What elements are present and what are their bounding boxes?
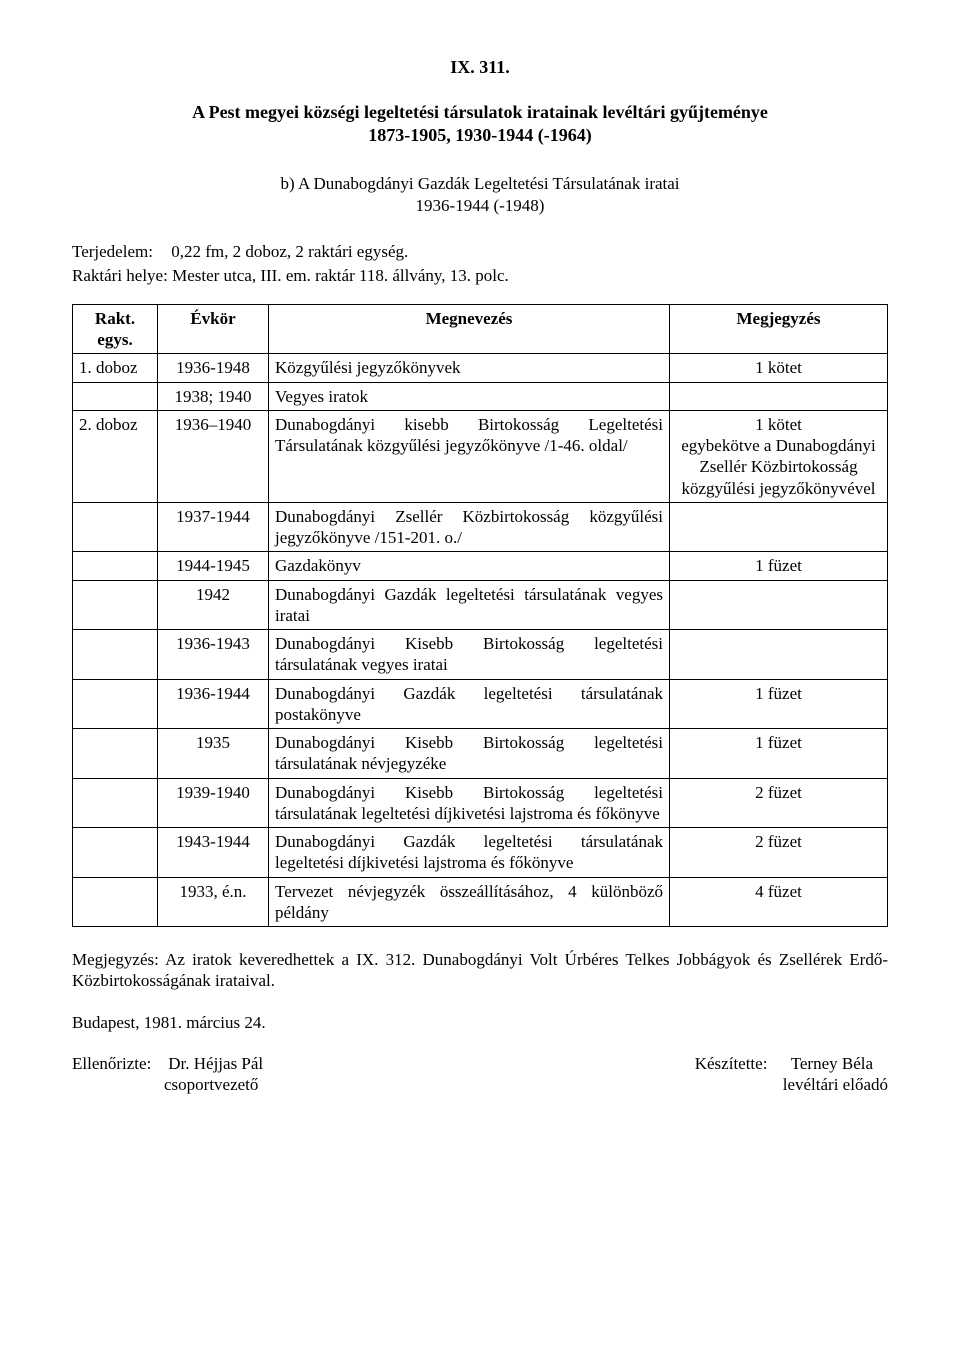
cell-desc: Vegyes iratok xyxy=(269,382,670,410)
cell-note: 2 füzet xyxy=(670,828,888,878)
header-box: Rakt. egys. xyxy=(73,304,158,354)
cell-year: 1939-1940 xyxy=(158,778,269,828)
storage-line: Raktári helye: Mester utca, III. em. rak… xyxy=(72,265,888,286)
cell-desc: Dunabogdányi kisebb Birtokosság Legeltet… xyxy=(269,410,670,502)
cell-desc: Dunabogdányi Kisebb Birtokosság legeltet… xyxy=(269,729,670,779)
cell-year: 1937-1944 xyxy=(158,502,269,552)
table-header-row: Rakt. egys. Évkör Megnevezés Megjegyzés xyxy=(73,304,888,354)
cell-box xyxy=(73,630,158,680)
date-line: Budapest, 1981. március 24. xyxy=(72,1012,888,1033)
cell-box xyxy=(73,580,158,630)
cell-desc: Dunabogdányi Gazdák legeltetési társulat… xyxy=(269,828,670,878)
table-row: 1942Dunabogdányi Gazdák legeltetési társ… xyxy=(73,580,888,630)
table-row: 1936-1944Dunabogdányi Gazdák legeltetési… xyxy=(73,679,888,729)
cell-box xyxy=(73,877,158,927)
cell-desc: Dunabogdányi Kisebb Birtokosság legeltet… xyxy=(269,630,670,680)
table-row: 1936-1943Dunabogdányi Kisebb Birtokosság… xyxy=(73,630,888,680)
sign-left-label: Ellenőrizte: xyxy=(72,1053,164,1074)
sign-right-label: Készítette: xyxy=(695,1053,787,1074)
cell-box xyxy=(73,729,158,779)
cell-year: 1936-1948 xyxy=(158,354,269,382)
cell-note: 2 füzet xyxy=(670,778,888,828)
signatures-row: Ellenőrizte: Dr. Héjjas Pál csoportvezet… xyxy=(72,1053,888,1096)
table-row: 2. doboz1936–1940Dunabogdányi kisebb Bir… xyxy=(73,410,888,502)
cell-desc: Gazdakönyv xyxy=(269,552,670,580)
signature-right: Készítette: Terney Béla levéltári előadó xyxy=(695,1053,888,1096)
cell-note: 4 füzet xyxy=(670,877,888,927)
cell-box xyxy=(73,502,158,552)
reference-number: IX. 311. xyxy=(72,56,888,79)
cell-desc: Dunabogdányi Zsellér Közbirtokosság közg… xyxy=(269,502,670,552)
title-line-1: A Pest megyei községi legeltetési társul… xyxy=(72,101,888,124)
extent-label: Terjedelem: xyxy=(72,241,167,262)
table-row: 1. doboz1936-1948Közgyűlési jegyzőkönyve… xyxy=(73,354,888,382)
sign-left-role: csoportvezető xyxy=(72,1074,263,1095)
table-row: 1944-1945Gazdakönyv1 füzet xyxy=(73,552,888,580)
cell-year: 1943-1944 xyxy=(158,828,269,878)
remark-paragraph: Megjegyzés: Az iratok keveredhettek a IX… xyxy=(72,949,888,992)
header-note: Megjegyzés xyxy=(670,304,888,354)
cell-year: 1936–1940 xyxy=(158,410,269,502)
table-row: 1935Dunabogdányi Kisebb Birtokosság lege… xyxy=(73,729,888,779)
cell-box xyxy=(73,679,158,729)
header-year: Évkör xyxy=(158,304,269,354)
sign-left-name: Dr. Héjjas Pál xyxy=(168,1054,263,1073)
cell-note xyxy=(670,382,888,410)
cell-note: 1 füzet xyxy=(670,679,888,729)
records-tbody: 1. doboz1936-1948Közgyűlési jegyzőkönyve… xyxy=(73,354,888,927)
subtitle-line-1: b) A Dunabogdányi Gazdák Legeltetési Tár… xyxy=(72,173,888,195)
sign-right-role: levéltári előadó xyxy=(695,1074,888,1095)
cell-box xyxy=(73,778,158,828)
signature-left: Ellenőrizte: Dr. Héjjas Pál csoportvezet… xyxy=(72,1053,263,1096)
cell-box xyxy=(73,382,158,410)
extent-value: 0,22 fm, 2 doboz, 2 raktári egység. xyxy=(171,242,408,261)
cell-year: 1936-1943 xyxy=(158,630,269,680)
cell-note xyxy=(670,630,888,680)
cell-desc: Dunabogdányi Gazdák legeltetési társulat… xyxy=(269,580,670,630)
cell-box: 2. doboz xyxy=(73,410,158,502)
cell-box: 1. doboz xyxy=(73,354,158,382)
cell-box xyxy=(73,552,158,580)
table-row: 1938; 1940Vegyes iratok xyxy=(73,382,888,410)
title-line-2: 1873-1905, 1930-1944 (-1964) xyxy=(72,124,888,147)
cell-note xyxy=(670,502,888,552)
cell-year: 1933, é.n. xyxy=(158,877,269,927)
records-table: Rakt. egys. Évkör Megnevezés Megjegyzés … xyxy=(72,304,888,927)
table-row: 1933, é.n.Tervezet névjegyzék összeállít… xyxy=(73,877,888,927)
cell-year: 1942 xyxy=(158,580,269,630)
subtitle-line-2: 1936-1944 (-1948) xyxy=(72,195,888,217)
subtitle-block: b) A Dunabogdányi Gazdák Legeltetési Tár… xyxy=(72,173,888,217)
cell-note: 1 kötet egybekötve a Dunabogdányi Zsellé… xyxy=(670,410,888,502)
title-block: A Pest megyei községi legeltetési társul… xyxy=(72,101,888,148)
cell-desc: Dunabogdányi Kisebb Birtokosság legeltet… xyxy=(269,778,670,828)
table-row: 1943-1944Dunabogdányi Gazdák legeltetési… xyxy=(73,828,888,878)
cell-year: 1936-1944 xyxy=(158,679,269,729)
cell-note: 1 füzet xyxy=(670,729,888,779)
table-row: 1937-1944Dunabogdányi Zsellér Közbirtoko… xyxy=(73,502,888,552)
cell-desc: Közgyűlési jegyzőkönyvek xyxy=(269,354,670,382)
cell-year: 1944-1945 xyxy=(158,552,269,580)
cell-desc: Tervezet névjegyzék összeállításához, 4 … xyxy=(269,877,670,927)
table-row: 1939-1940Dunabogdányi Kisebb Birtokosság… xyxy=(73,778,888,828)
cell-note: 1 füzet xyxy=(670,552,888,580)
sign-right-name: Terney Béla xyxy=(791,1054,873,1073)
cell-note xyxy=(670,580,888,630)
cell-note: 1 kötet xyxy=(670,354,888,382)
header-desc: Megnevezés xyxy=(269,304,670,354)
extent-row: Terjedelem: 0,22 fm, 2 doboz, 2 raktári … xyxy=(72,241,888,262)
cell-year: 1938; 1940 xyxy=(158,382,269,410)
cell-box xyxy=(73,828,158,878)
cell-year: 1935 xyxy=(158,729,269,779)
cell-desc: Dunabogdányi Gazdák legeltetési társulat… xyxy=(269,679,670,729)
